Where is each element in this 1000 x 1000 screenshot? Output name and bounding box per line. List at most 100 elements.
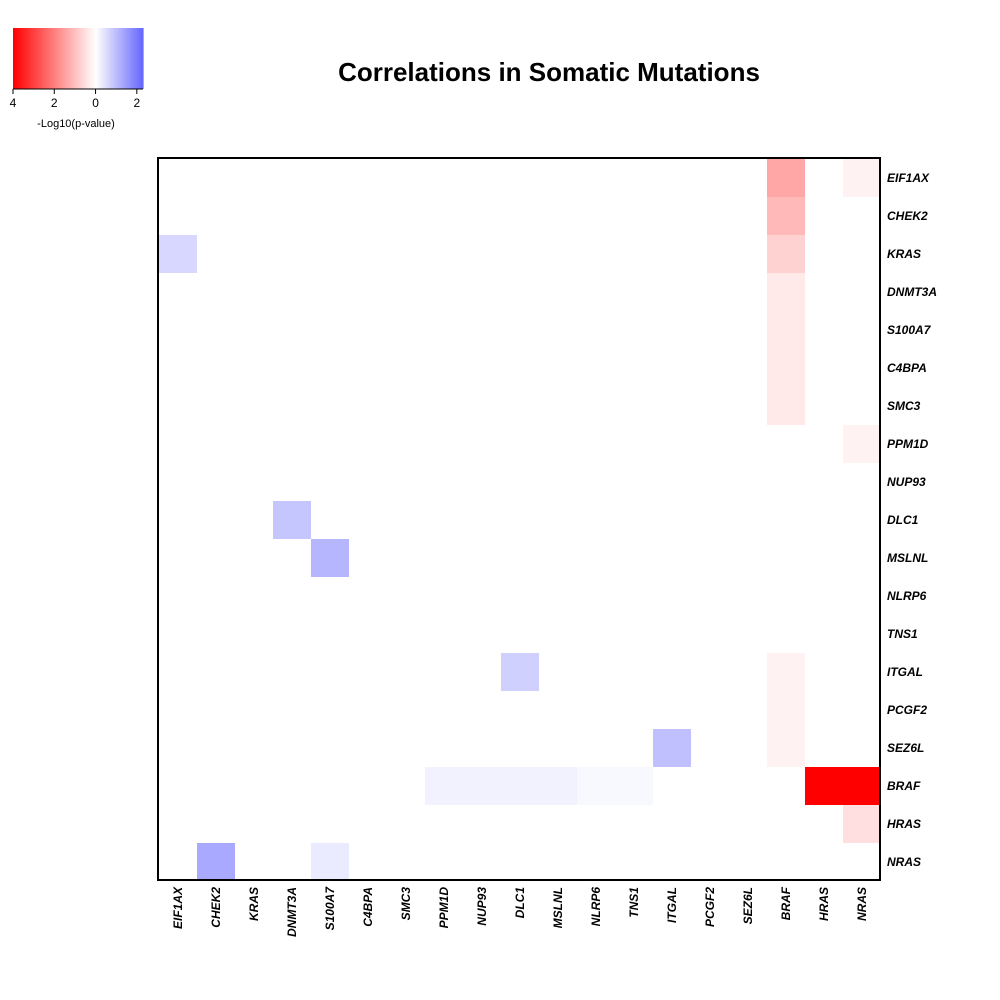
legend-swatch bbox=[123, 28, 126, 89]
column-label: S100A7 bbox=[323, 886, 337, 931]
legend-swatch bbox=[57, 28, 60, 89]
heatmap-cell bbox=[615, 767, 653, 805]
row-label: SEZ6L bbox=[887, 741, 924, 755]
heatmap-cell bbox=[197, 843, 235, 881]
heatmap-cell bbox=[311, 843, 349, 881]
column-label: EIF1AX bbox=[171, 886, 185, 929]
legend-swatch bbox=[25, 28, 28, 89]
column-label: PCGF2 bbox=[703, 887, 717, 927]
legend-swatch bbox=[67, 28, 70, 89]
column-label: SEZ6L bbox=[741, 887, 755, 924]
legend-swatch bbox=[87, 28, 90, 89]
heatmap-cell bbox=[843, 805, 881, 843]
heatmap-cell bbox=[843, 425, 881, 463]
column-label: ITGAL bbox=[665, 887, 679, 923]
legend-swatch bbox=[79, 28, 82, 89]
row-label: PCGF2 bbox=[887, 703, 927, 717]
legend-swatch bbox=[61, 28, 64, 89]
legend-swatch bbox=[135, 28, 138, 89]
row-label: NRAS bbox=[887, 855, 921, 869]
legend-swatch bbox=[17, 28, 20, 89]
heatmap-cells bbox=[159, 159, 881, 881]
legend-swatch bbox=[59, 28, 62, 89]
heatmap-cell bbox=[311, 539, 349, 577]
heatmap-cell bbox=[767, 273, 805, 311]
row-label: SMC3 bbox=[887, 399, 921, 413]
heatmap-cell bbox=[843, 767, 881, 805]
heatmap-cell bbox=[767, 653, 805, 691]
row-label: CHEK2 bbox=[887, 209, 928, 223]
legend-swatch bbox=[69, 28, 72, 89]
legend-swatch bbox=[97, 28, 100, 89]
column-label: TNS1 bbox=[627, 887, 641, 918]
legend-swatch bbox=[99, 28, 102, 89]
heatmap-cell bbox=[577, 767, 615, 805]
row-label: DLC1 bbox=[887, 513, 919, 527]
legend-swatch bbox=[75, 28, 78, 89]
legend-swatch bbox=[13, 28, 16, 89]
column-label: SMC3 bbox=[399, 887, 413, 921]
row-label: NUP93 bbox=[887, 475, 926, 489]
column-label: NRAS bbox=[855, 887, 869, 921]
legend-swatch bbox=[141, 28, 144, 89]
heatmap-cell bbox=[463, 767, 501, 805]
legend-swatch bbox=[39, 28, 42, 89]
column-label: DNMT3A bbox=[285, 887, 299, 937]
row-label: PPM1D bbox=[887, 437, 929, 451]
heatmap-cell bbox=[273, 501, 311, 539]
legend-swatch bbox=[101, 28, 104, 89]
legend-swatch bbox=[127, 28, 130, 89]
row-labels: EIF1AX CHEK2 KRAS DNMT3A S100A7 C4BPA SMC3 PPM1… bbox=[887, 171, 937, 869]
plot-frame bbox=[157, 157, 881, 881]
legend-swatch bbox=[77, 28, 80, 89]
legend-swatch bbox=[55, 28, 58, 89]
heatmap-cell bbox=[653, 729, 691, 767]
legend-swatch bbox=[103, 28, 106, 89]
row-label: BRAF bbox=[887, 779, 921, 793]
column-label: NUP93 bbox=[475, 887, 489, 926]
chart-title: Correlations in Somatic Mutations bbox=[338, 57, 760, 87]
legend-swatch bbox=[15, 28, 18, 89]
legend-swatch bbox=[105, 28, 108, 89]
legend-swatch bbox=[121, 28, 124, 89]
legend-swatch bbox=[129, 28, 132, 89]
column-label: KRAS bbox=[247, 887, 261, 921]
column-labels: EIF1AX CHEK2 KRAS DNMT3A S100A7 C4BPA SMC3 PPM1… bbox=[171, 886, 869, 937]
legend-tick-label: 0 bbox=[92, 96, 99, 110]
column-label: CHEK2 bbox=[209, 887, 223, 928]
legend-swatch bbox=[85, 28, 88, 89]
legend-swatch bbox=[49, 28, 52, 89]
heatmap-cell bbox=[767, 235, 805, 273]
legend-swatch bbox=[71, 28, 74, 89]
column-label: BRAF bbox=[779, 886, 793, 920]
legend-swatch bbox=[109, 28, 112, 89]
heatmap-cell bbox=[767, 159, 805, 197]
row-label: TNS1 bbox=[887, 627, 918, 641]
legend-swatch bbox=[119, 28, 122, 89]
legend-swatch bbox=[19, 28, 22, 89]
legend-swatch bbox=[115, 28, 118, 89]
legend-swatch bbox=[31, 28, 34, 89]
heatmap-cell bbox=[843, 159, 881, 197]
legend-swatch bbox=[37, 28, 40, 89]
legend-swatch bbox=[81, 28, 84, 89]
legend-swatch bbox=[133, 28, 136, 89]
heatmap-cell bbox=[425, 767, 463, 805]
legend-swatch bbox=[35, 28, 38, 89]
legend-swatch bbox=[21, 28, 24, 89]
heatmap-cell bbox=[767, 349, 805, 387]
legend-swatch bbox=[131, 28, 134, 89]
legend-swatch bbox=[27, 28, 30, 89]
legend-swatch bbox=[125, 28, 128, 89]
legend-tick-label: 2 bbox=[51, 96, 58, 110]
legend-tick-label: 4 bbox=[10, 96, 17, 110]
legend-swatch bbox=[33, 28, 36, 89]
legend-swatch bbox=[83, 28, 86, 89]
heatmap-cell bbox=[805, 767, 843, 805]
legend-swatch bbox=[89, 28, 92, 89]
column-label: HRAS bbox=[817, 887, 831, 921]
row-label: EIF1AX bbox=[887, 171, 930, 185]
row-label: C4BPA bbox=[887, 361, 927, 375]
heatmap-cell bbox=[767, 311, 805, 349]
